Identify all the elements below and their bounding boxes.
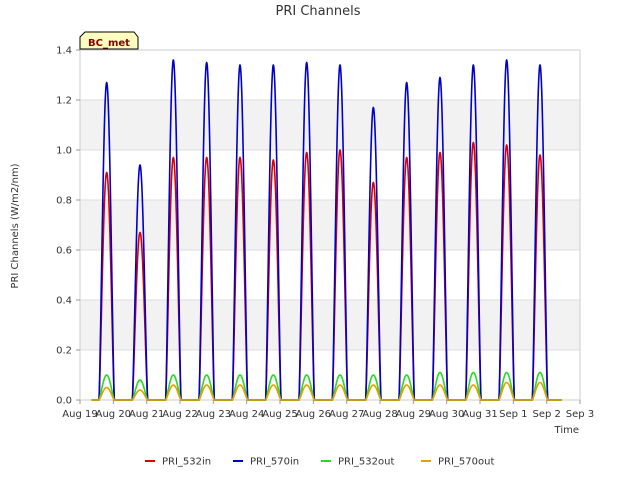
site-badge: BC_met <box>79 31 139 50</box>
y-tick-label: 0.2 <box>56 346 72 357</box>
y-tick-label: 0.6 <box>56 246 72 257</box>
y-tick-label: 0.0 <box>56 396 72 407</box>
y-tick-label: 1.4 <box>56 46 72 57</box>
x-tick-label: Aug 25 <box>262 409 297 420</box>
x-tick-label: Aug 28 <box>362 409 397 420</box>
plot-band <box>80 300 580 350</box>
x-tick-label: Aug 20 <box>96 409 131 420</box>
legend-label: PRI_532out <box>338 457 394 468</box>
badge-shape <box>79 31 139 50</box>
plot-bands <box>80 100 580 350</box>
badge-label: BC_met <box>88 38 130 49</box>
x-tick-label: Aug 19 <box>62 409 97 420</box>
series-layer <box>91 59 563 401</box>
x-axis-label: Time <box>554 425 579 436</box>
x-tick-label: Aug 30 <box>429 409 464 420</box>
x-tick-label: Aug 29 <box>396 409 431 420</box>
y-tick-label: 0.4 <box>56 296 72 307</box>
legend: PRI_532in PRI_570in PRI_532out PRI_570out <box>145 457 494 468</box>
x-tick-label: Aug 27 <box>329 409 364 420</box>
x-tick-label: Aug 23 <box>196 409 231 420</box>
series-line-pri-570out <box>91 381 563 401</box>
y-tick-label: 1.2 <box>56 96 72 107</box>
y-axis-ticks: 0.0 0.2 0.4 0.6 0.8 1.0 1.2 1.4 <box>56 46 80 407</box>
x-tick-label: Aug 31 <box>462 409 497 420</box>
legend-label: PRI_532in <box>162 457 211 468</box>
y-tick-label: 0.8 <box>56 196 72 207</box>
x-tick-label: Sep 3 <box>566 409 594 420</box>
plot-band <box>80 200 580 250</box>
legend-label: PRI_570out <box>438 457 494 468</box>
x-tick-label: Aug 26 <box>296 409 331 420</box>
chart-title: PRI Channels <box>276 4 361 19</box>
plot-band <box>80 100 580 150</box>
x-tick-label: Aug 22 <box>162 409 197 420</box>
x-tick-label: Aug 24 <box>229 409 264 420</box>
y-tick-label: 1.0 <box>56 146 72 157</box>
x-tick-label: Sep 2 <box>532 409 560 420</box>
legend-label: PRI_570in <box>250 457 299 468</box>
y-axis-label: PRI Channels (W/m2/nm) <box>10 163 21 288</box>
x-tick-label: Aug 21 <box>129 409 164 420</box>
x-tick-label: Sep 1 <box>499 409 527 420</box>
